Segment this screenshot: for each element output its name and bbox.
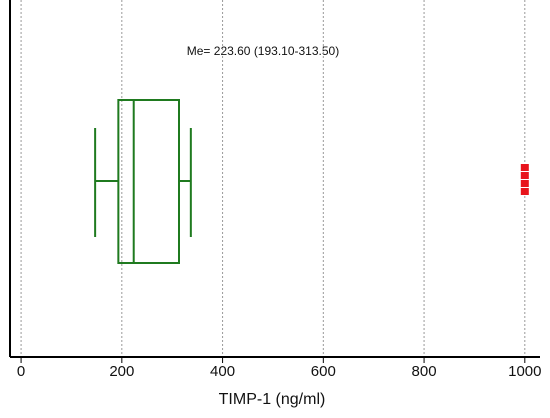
box [117,99,181,264]
annotation: Me= 223.60 (193.10-313.50) [187,44,339,58]
x-tick-label: 200 [109,363,134,380]
x-tick-label: 800 [412,363,437,380]
x-tick-label: 0 [17,363,25,380]
x-axis-label: TIMP-1 (ng/ml) [219,391,326,408]
outlier [520,180,529,187]
x-tick-label: 400 [210,363,235,380]
outlier [520,188,529,195]
outlier [520,172,529,179]
x-tick-label: 600 [311,363,336,380]
outlier [520,164,529,171]
x-tick-label: 1000 [508,363,541,380]
